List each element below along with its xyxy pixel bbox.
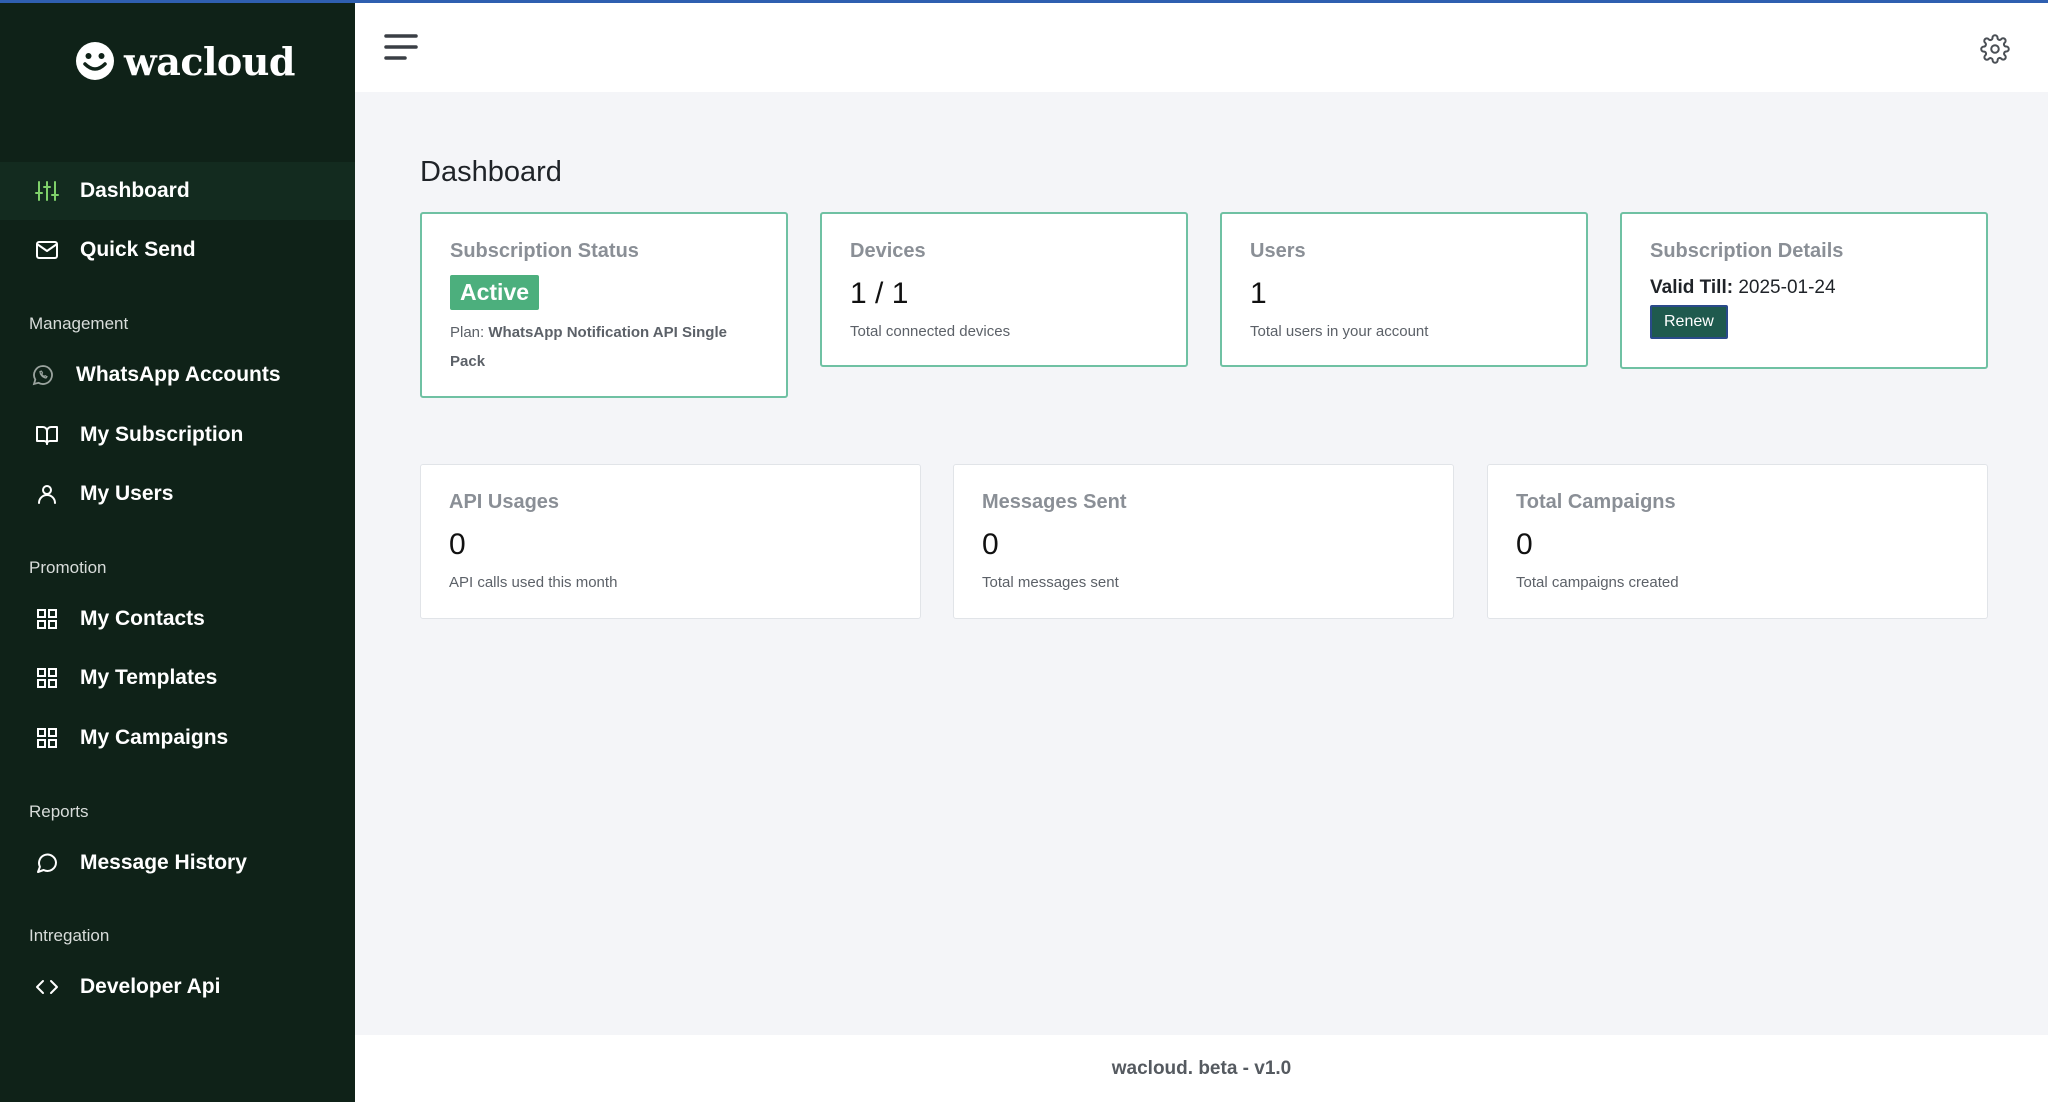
api-usages-card: API Usages 0 API calls used this month xyxy=(420,464,921,619)
card-subtitle: Total connected devices xyxy=(850,323,1011,340)
sidebar-item-my-users[interactable]: My Users xyxy=(0,465,355,523)
subscription-status-card: Subscription Status Active Plan: WhatsAp… xyxy=(420,212,788,398)
code-icon xyxy=(34,974,60,1000)
book-icon xyxy=(34,422,60,448)
section-label-reports: Reports xyxy=(29,802,89,821)
total-campaigns-card: Total Campaigns 0 Total campaigns create… xyxy=(1487,464,1988,619)
valid-till: Valid Till: 2025-01-24 xyxy=(1650,277,1958,299)
grid-icon xyxy=(34,725,60,751)
card-title: Subscription Details xyxy=(1650,240,1844,262)
gear-icon[interactable] xyxy=(1980,34,2010,64)
sidebar-item-my-campaigns[interactable]: My Campaigns xyxy=(0,709,355,767)
card-subtitle: API calls used this month xyxy=(449,574,618,591)
plan-prefix: Plan: xyxy=(450,324,485,341)
sidebar-item-label: Developer Api xyxy=(80,975,221,998)
chat-bubble-icon xyxy=(34,850,60,876)
card-subtitle: Total campaigns created xyxy=(1516,574,1679,591)
sidebar-item-label: My Templates xyxy=(80,666,218,689)
whatsapp-icon xyxy=(30,362,56,388)
valid-till-date: 2025-01-24 xyxy=(1738,277,1836,298)
sidebar-item-label: My Users xyxy=(80,482,174,505)
brand-logo[interactable]: wacloud xyxy=(74,36,295,86)
sidebar-item-quick-send[interactable]: Quick Send xyxy=(0,221,355,279)
sidebar-item-label: Quick Send xyxy=(80,238,196,261)
renew-button[interactable]: Renew xyxy=(1650,305,1728,339)
footer: wacloud. beta - v1.0 xyxy=(355,1035,2048,1102)
card-subtitle: Total messages sent xyxy=(982,574,1119,591)
card-title: API Usages xyxy=(449,491,560,513)
sidebar-item-my-contacts[interactable]: My Contacts xyxy=(0,590,355,648)
card-value: 0 xyxy=(982,528,999,561)
sidebar-item-label: Dashboard xyxy=(80,179,190,202)
grid-icon xyxy=(34,606,60,632)
section-label-promotion: Promotion xyxy=(29,558,107,577)
footer-version-text: wacloud. beta - v1.0 xyxy=(1111,1057,1292,1079)
card-value: 0 xyxy=(449,528,466,561)
sidebar-item-dashboard[interactable]: Dashboard xyxy=(0,162,355,220)
sidebar-item-my-templates[interactable]: My Templates xyxy=(0,649,355,707)
status-badge: Active xyxy=(450,275,540,310)
sliders-icon xyxy=(34,178,60,204)
grid-icon xyxy=(34,665,60,691)
users-card: Users 1 Total users in your account xyxy=(1220,212,1588,367)
sidebar-item-message-history[interactable]: Message History xyxy=(0,834,355,892)
sidebar-item-label: My Campaigns xyxy=(80,726,229,749)
card-value: 1 / 1 xyxy=(850,277,909,310)
hamburger-menu-icon[interactable] xyxy=(383,30,419,62)
top-accent-line xyxy=(0,0,2048,3)
sidebar-item-label: WhatsApp Accounts xyxy=(76,363,281,386)
section-label-integration: Intregation xyxy=(29,926,110,945)
card-title: Subscription Status xyxy=(450,240,639,262)
top-bar xyxy=(355,0,2048,92)
devices-card: Devices 1 / 1 Total connected devices xyxy=(820,212,1188,367)
user-icon xyxy=(34,481,60,507)
messages-sent-card: Messages Sent 0 Total messages sent xyxy=(953,464,1454,619)
card-title: Devices xyxy=(850,240,926,262)
brand-name: wacloud xyxy=(124,38,295,84)
sidebar-item-label: Message History xyxy=(80,851,247,874)
card-value: 0 xyxy=(1516,528,1533,561)
plan-text: Plan: WhatsApp Notification API Single P… xyxy=(450,318,758,376)
card-subtitle: Total users in your account xyxy=(1250,323,1429,340)
page-title: Dashboard xyxy=(420,156,562,188)
sidebar-item-whatsapp-accounts[interactable]: WhatsApp Accounts xyxy=(0,346,355,404)
plan-name: WhatsApp Notification API Single Pack xyxy=(450,324,727,370)
sidebar-item-my-subscription[interactable]: My Subscription xyxy=(0,406,355,464)
sidebar-item-developer-api[interactable]: Developer Api xyxy=(0,958,355,1016)
card-title: Total Campaigns xyxy=(1516,491,1676,513)
subscription-details-card: Subscription Details Valid Till: 2025-01… xyxy=(1620,212,1988,369)
card-title: Users xyxy=(1250,240,1306,262)
sidebar-item-label: My Contacts xyxy=(80,607,205,630)
smiley-logo-icon xyxy=(76,42,114,80)
sidebar: wacloud Dashboard Quick Send Management … xyxy=(0,0,355,1102)
envelope-icon xyxy=(34,237,60,263)
sidebar-item-label: My Subscription xyxy=(80,423,244,446)
valid-till-label: Valid Till: xyxy=(1650,277,1734,298)
section-label-management: Management xyxy=(29,314,129,333)
card-title: Messages Sent xyxy=(982,491,1127,513)
card-value: 1 xyxy=(1250,277,1267,310)
